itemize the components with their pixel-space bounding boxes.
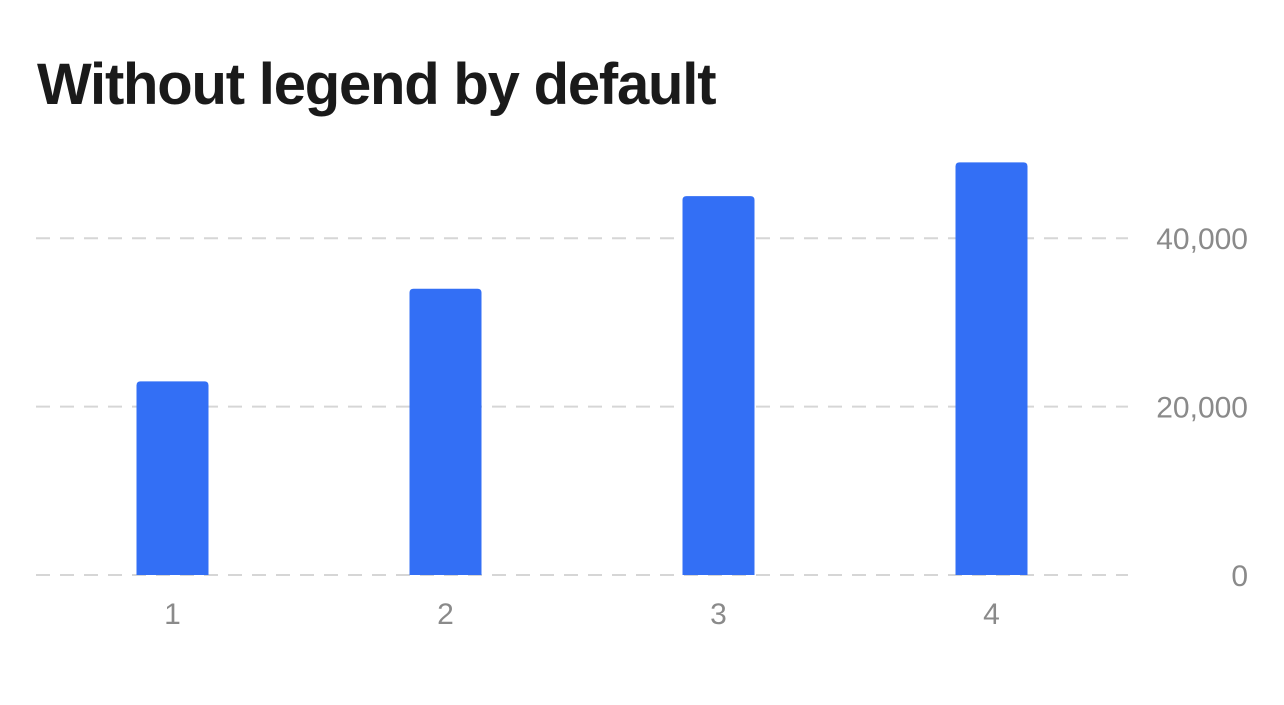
chart-title: Without legend by default (37, 52, 717, 117)
bar-3 (682, 196, 755, 575)
x-tick-label: 4 (983, 598, 1000, 631)
gridlines (36, 237, 1128, 576)
bar-2 (409, 288, 482, 575)
x-tick-label: 1 (164, 598, 181, 631)
bar-1 (136, 381, 209, 575)
x-axis-ticks: 1 2 3 4 (164, 598, 1000, 631)
bar-4 (955, 162, 1028, 576)
y-tick-label: 40,000 (1156, 223, 1248, 256)
y-tick-label: 0 (1231, 560, 1248, 593)
y-tick-label: 20,000 (1156, 392, 1248, 425)
x-tick-label: 2 (437, 598, 454, 631)
x-tick-label: 3 (710, 598, 727, 631)
y-axis-ticks: 0 20,000 40,000 (1156, 223, 1248, 593)
bars (136, 162, 1028, 576)
